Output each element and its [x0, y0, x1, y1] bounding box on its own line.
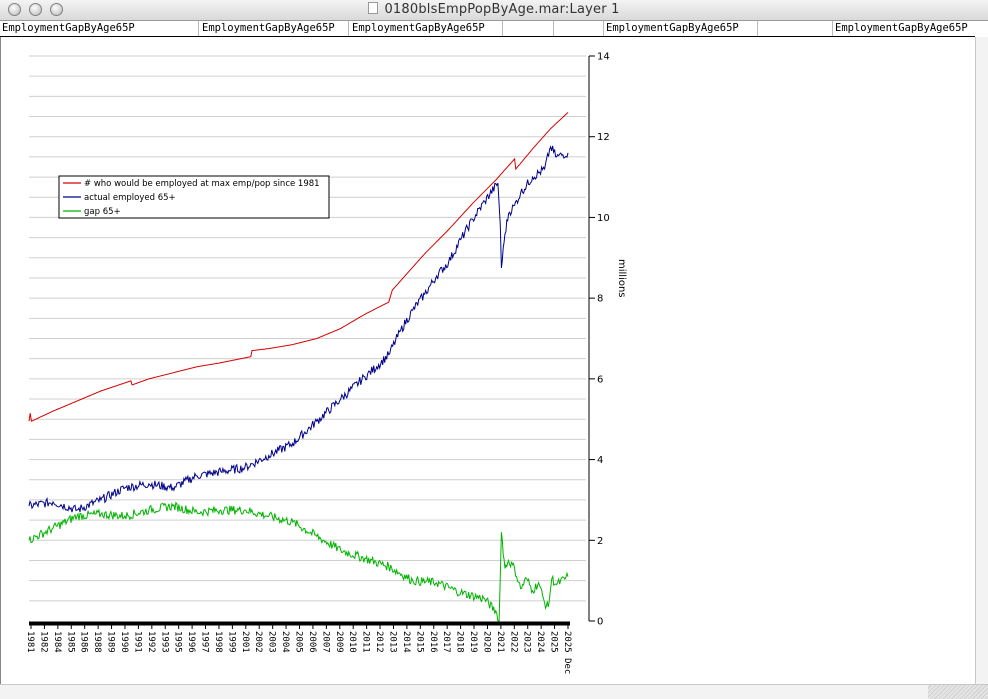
- chart-area: 0 2 4 6 8 10 12 14 1981 1982 1984 1985 1986 1988 1989…: [0, 37, 975, 684]
- y-tick-label: 6: [597, 374, 603, 385]
- legend-label-actual: actual employed 65+: [84, 193, 176, 203]
- x-tick-label: 2013: [387, 631, 397, 653]
- legend-label-max-emp: # who would be employed at max emp/pop s…: [84, 179, 320, 189]
- x-tick-label: 2018: [455, 631, 465, 653]
- y-axis-label: millions: [616, 259, 627, 298]
- x-tick-label: 2012: [374, 631, 384, 653]
- x-tick-label: 1991: [132, 631, 142, 653]
- x-tick-label: 2025 Dec: [562, 631, 572, 674]
- x-tick-label: 1997: [200, 631, 210, 653]
- x-tick-label: 2010: [347, 631, 357, 653]
- legend-box: [58, 175, 330, 219]
- document-icon: [368, 2, 379, 14]
- legend: # who would be employed at max emp/pop s…: [58, 175, 330, 219]
- header-cell[interactable]: EmploymentGapByAge65P: [606, 22, 739, 34]
- x-tick-label: 2025: [549, 631, 559, 653]
- x-tick-label: 1981: [25, 631, 35, 653]
- horizontal-scrollbar[interactable]: [0, 684, 988, 699]
- y-tick-label: 10: [597, 213, 610, 224]
- x-axis-line: [29, 621, 570, 626]
- series-line-gap: [28, 501, 569, 622]
- x-tick-label: 1984: [52, 631, 62, 653]
- x-tick-label: 2015: [414, 631, 424, 653]
- x-tick-label: 2007: [320, 631, 330, 653]
- x-tick-label: 2002: [253, 631, 263, 653]
- zoom-window-button[interactable]: [50, 3, 63, 16]
- window-title-bar[interactable]: 0180blsEmpPopByAge.mar:Layer 1: [0, 0, 988, 21]
- y-tick-label: 14: [597, 52, 610, 63]
- x-tick-label: 2011: [361, 631, 371, 653]
- series-line-max_emp: [28, 112, 569, 422]
- x-tick-label: 2019: [468, 631, 478, 653]
- x-tick-label: 2006: [307, 631, 317, 653]
- header-cell[interactable]: EmploymentGapByAge65P: [2, 22, 135, 34]
- x-tick-label: 2003: [267, 631, 277, 653]
- y-tick-label: 12: [597, 132, 610, 143]
- series-lines: [28, 112, 569, 622]
- x-tick-label: 1995: [173, 631, 183, 653]
- close-window-button[interactable]: [8, 3, 21, 16]
- series-line-actual: [28, 145, 569, 513]
- x-tick-label: 1990: [119, 631, 129, 653]
- header-cell[interactable]: EmploymentGapByAge65P: [352, 22, 485, 34]
- x-tick-label: 1982: [38, 631, 48, 653]
- window-title: 0180blsEmpPopByAge.mar:Layer 1: [384, 2, 620, 17]
- x-tick-label: 2016: [428, 631, 438, 653]
- legend-label-gap: gap 65+: [84, 207, 121, 217]
- x-tick-label: 1985: [65, 631, 75, 653]
- x-tick-label: 2024: [535, 631, 545, 653]
- employment-gap-chart: 0 2 4 6 8 10 12 14 1981 1982 1984 1985 1986 1988 1989…: [25, 52, 627, 675]
- x-tick-label: 1999: [226, 631, 236, 653]
- x-tick-label: 2005: [294, 631, 304, 653]
- x-tick-label: 1986: [79, 631, 89, 653]
- y-tick-label: 2: [597, 536, 603, 547]
- y-tick-label: 0: [597, 617, 603, 628]
- x-tick-label: 1996: [186, 631, 196, 653]
- x-tick-label: 1998: [213, 631, 223, 653]
- x-tick-label: 2022: [508, 631, 518, 653]
- y-axis: 0 2 4 6 8 10 12 14: [588, 52, 610, 628]
- y-tick-label: 4: [597, 455, 603, 466]
- x-tick-label: 2014: [401, 631, 411, 653]
- x-tick-label: 2009: [334, 631, 344, 653]
- x-tick-label: 2001: [240, 631, 250, 653]
- x-tick-label: 2020: [481, 631, 491, 653]
- x-tick-label: 1989: [106, 631, 116, 653]
- x-tick-label: 1992: [146, 631, 156, 653]
- x-tick-label: 1993: [159, 631, 169, 653]
- x-tick-label: 2023: [522, 631, 532, 653]
- minimize-window-button[interactable]: [29, 3, 42, 16]
- x-tick-label: 2017: [441, 631, 451, 653]
- x-tick-label: 1988: [92, 631, 102, 653]
- header-cell[interactable]: EmploymentGapByAge65P: [202, 22, 335, 34]
- x-tick-label: 2004: [280, 631, 290, 653]
- resize-grip-icon[interactable]: [928, 685, 988, 699]
- x-axis: 1981 1982 1984 1985 1986 1988 1989 1990 1991 1992…: [25, 621, 572, 674]
- header-cell[interactable]: EmploymentGapByAge65P: [835, 22, 968, 34]
- vertical-scrollbar[interactable]: [975, 37, 988, 684]
- y-tick-label: 8: [597, 294, 603, 305]
- x-tick-label: 2021: [495, 631, 505, 653]
- series-header-bar: EmploymentGapByAge65P EmploymentGapByAge…: [0, 21, 975, 37]
